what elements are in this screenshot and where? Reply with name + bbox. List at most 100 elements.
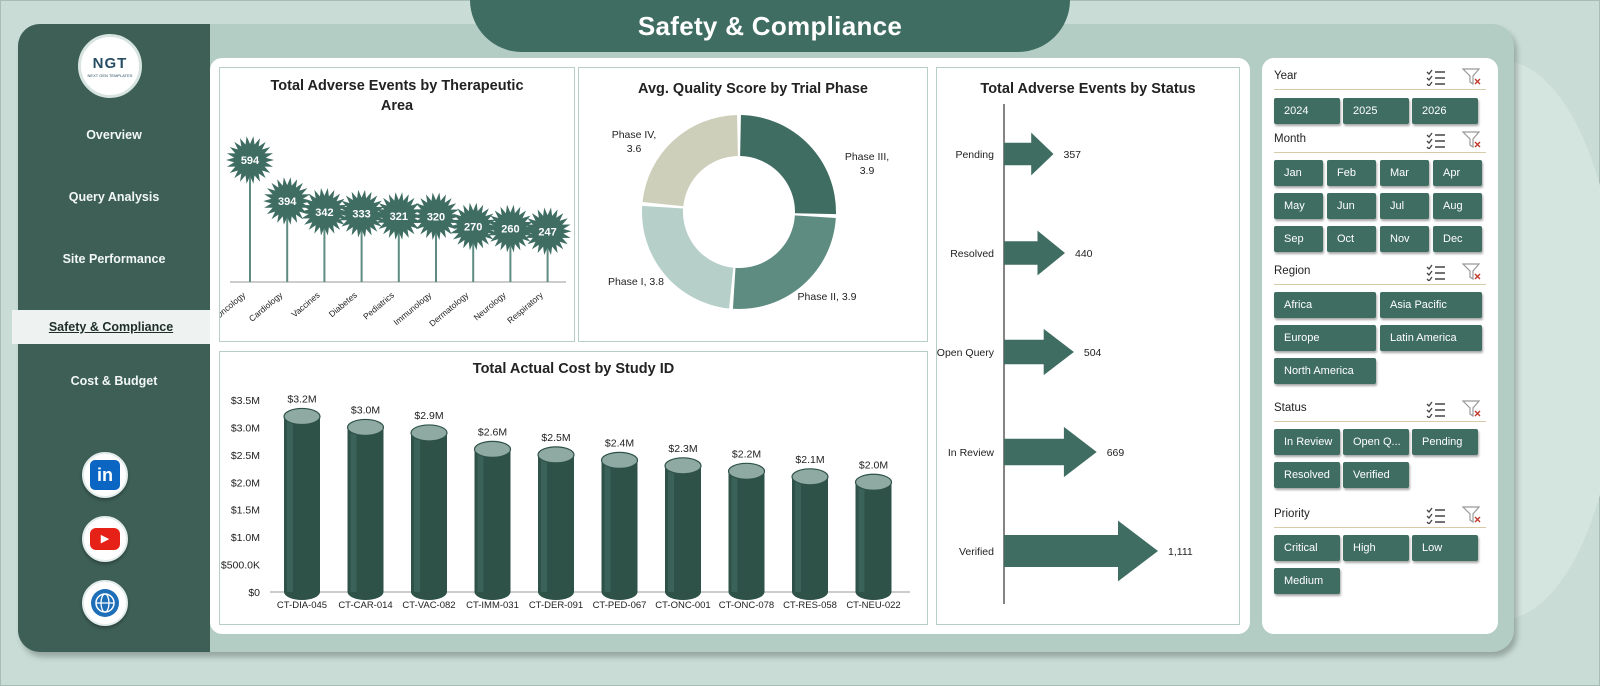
slicer-button-priority[interactable]: High <box>1343 535 1409 561</box>
data-label: 320 <box>427 211 445 223</box>
category-label: CT-PED-067 <box>593 600 647 611</box>
slicer-button-priority[interactable]: Medium <box>1274 568 1340 594</box>
category-label: CT-IMM-031 <box>466 600 519 611</box>
data-label: $2.5M <box>541 432 570 444</box>
cylinder-highlight <box>604 460 611 592</box>
arrow-bar <box>1004 328 1074 376</box>
data-label: $3.2M <box>287 393 316 405</box>
slicer-button-region[interactable]: Europe <box>1274 325 1376 351</box>
slicer-title: Priority <box>1274 508 1310 520</box>
slice-label: Phase IV, <box>612 129 657 141</box>
arrow-bar <box>1004 520 1158 582</box>
nav-site-performance[interactable]: Site Performance <box>62 252 166 266</box>
multi-select-icon[interactable] <box>1426 263 1446 281</box>
slicer-button-month[interactable]: Jun <box>1327 193 1376 219</box>
y-tick-label: $500.0K <box>221 560 260 572</box>
slicer-button-status[interactable]: Verified <box>1343 462 1409 488</box>
slicer-button-status[interactable]: Open Q... <box>1343 429 1409 455</box>
slicer-button-month[interactable]: Jul <box>1380 193 1429 219</box>
multi-select-icon[interactable] <box>1426 131 1446 149</box>
y-tick-label: $3.5M <box>231 395 260 407</box>
cylinder-top <box>346 418 385 437</box>
clear-filter-icon[interactable] <box>1462 68 1482 86</box>
cylinder-top <box>473 440 512 458</box>
slicer-button-month[interactable]: Jan <box>1274 160 1323 186</box>
slicer-button-region[interactable]: Asia Pacific <box>1380 292 1482 318</box>
slicer-button-status[interactable]: Resolved <box>1274 462 1340 488</box>
multi-select-icon[interactable] <box>1426 506 1446 524</box>
slicer-button-month[interactable]: Dec <box>1433 226 1482 252</box>
slicer-header-month: Month <box>1274 129 1486 153</box>
arrow-bar <box>1004 132 1054 176</box>
data-label: $3.0M <box>351 404 380 416</box>
cylinder-top <box>537 446 575 464</box>
data-label: $2.9M <box>414 410 443 422</box>
youtube-button[interactable]: ▶ <box>82 516 128 562</box>
slicer-button-priority[interactable]: Low <box>1412 535 1478 561</box>
chart-adverse-by-status: Total Adverse Events by Status Pending 35… <box>936 67 1240 625</box>
slicer-button-year[interactable]: 2025 <box>1343 98 1409 124</box>
slicer-button-month[interactable]: Mar <box>1380 160 1429 186</box>
cylinder-highlight <box>858 482 865 592</box>
chart-title: Avg. Quality Score by Trial Phase <box>638 81 868 97</box>
slicer-button-month[interactable]: Apr <box>1433 160 1482 186</box>
chart-title: Total Adverse Events by Status <box>980 81 1196 97</box>
slicer-button-month[interactable]: Feb <box>1327 160 1376 186</box>
clear-filter-icon[interactable] <box>1462 506 1482 524</box>
data-label: $2.4M <box>605 437 634 449</box>
cylinder-highlight <box>287 416 293 592</box>
nav-cost-budget[interactable]: Cost & Budget <box>70 374 158 388</box>
linkedin-button[interactable]: in <box>82 452 128 498</box>
data-label: $2.6M <box>478 426 507 438</box>
slice-label: Phase III, <box>845 151 889 163</box>
clear-filter-icon[interactable] <box>1462 131 1482 149</box>
chart-cost-by-study: Total Actual Cost by Study ID $0 $500.0K $… <box>219 351 928 625</box>
lollipop-chart: 594 Oncology 394 Cardiology 342 Vaccines 333 Di… <box>220 136 572 329</box>
cylinder-highlight <box>795 476 801 592</box>
y-tick-label: $2.5M <box>231 450 260 462</box>
linkedin-icon: in <box>90 460 120 490</box>
cylinder-top <box>791 468 829 486</box>
category-label: CT-VAC-082 <box>402 600 455 611</box>
slicer-button-month[interactable]: Nov <box>1380 226 1429 252</box>
chart-adverse-by-area: Total Adverse Events by Therapeutic Area… <box>219 67 575 342</box>
category-label: Oncology <box>220 289 248 320</box>
slicer-button-year[interactable]: 2026 <box>1412 98 1478 124</box>
slicer-button-region[interactable]: Africa <box>1274 292 1376 318</box>
clear-filter-icon[interactable] <box>1462 263 1482 281</box>
slicer-button-month[interactable]: Sep <box>1274 226 1323 252</box>
slicer-button-month[interactable]: Aug <box>1433 193 1482 219</box>
slicer-button-month[interactable]: May <box>1274 193 1323 219</box>
nav-query-analysis[interactable]: Query Analysis <box>68 190 160 204</box>
multi-select-icon[interactable] <box>1426 400 1446 418</box>
data-label: 342 <box>315 207 333 219</box>
starburst-marker <box>486 204 535 253</box>
slicer-button-priority[interactable]: Critical <box>1274 535 1340 561</box>
donut-slice <box>641 205 734 309</box>
category-label: CT-ONC-078 <box>719 600 774 611</box>
data-label: 394 <box>278 196 297 208</box>
category-label: Dermatology <box>427 289 471 328</box>
slicer-button-status[interactable]: Pending <box>1412 429 1478 455</box>
cylinder-highlight <box>477 449 484 592</box>
starburst-marker <box>412 192 460 240</box>
data-label: $2.1M <box>795 454 824 466</box>
cylinder-highlight <box>414 432 420 592</box>
slicer-button-year[interactable]: 2024 <box>1274 98 1340 124</box>
slicer-button-month[interactable]: Oct <box>1327 226 1376 252</box>
data-label: 247 <box>538 226 556 238</box>
slicer-button-region[interactable]: Latin America <box>1380 325 1482 351</box>
clear-filter-icon[interactable] <box>1462 400 1482 418</box>
slicer-button-region[interactable]: North America <box>1274 358 1376 384</box>
slicer-panel: Year 2024 2025 2026 Month Jan Feb Mar Ap <box>1262 58 1498 634</box>
nav-safety-compliance[interactable]: Safety & Compliance <box>12 310 210 344</box>
globe-button[interactable] <box>82 580 128 626</box>
slice-label: Phase II, 3.9 <box>798 291 857 303</box>
multi-select-icon[interactable] <box>1426 68 1446 86</box>
cylinder-highlight <box>350 427 357 592</box>
cylinder-top <box>664 457 702 475</box>
nav-overview[interactable]: Overview <box>86 128 142 142</box>
slicer-header-priority: Priority <box>1274 504 1486 528</box>
slicer-button-status[interactable]: In Review <box>1274 429 1340 455</box>
cylinder-top <box>854 473 893 491</box>
